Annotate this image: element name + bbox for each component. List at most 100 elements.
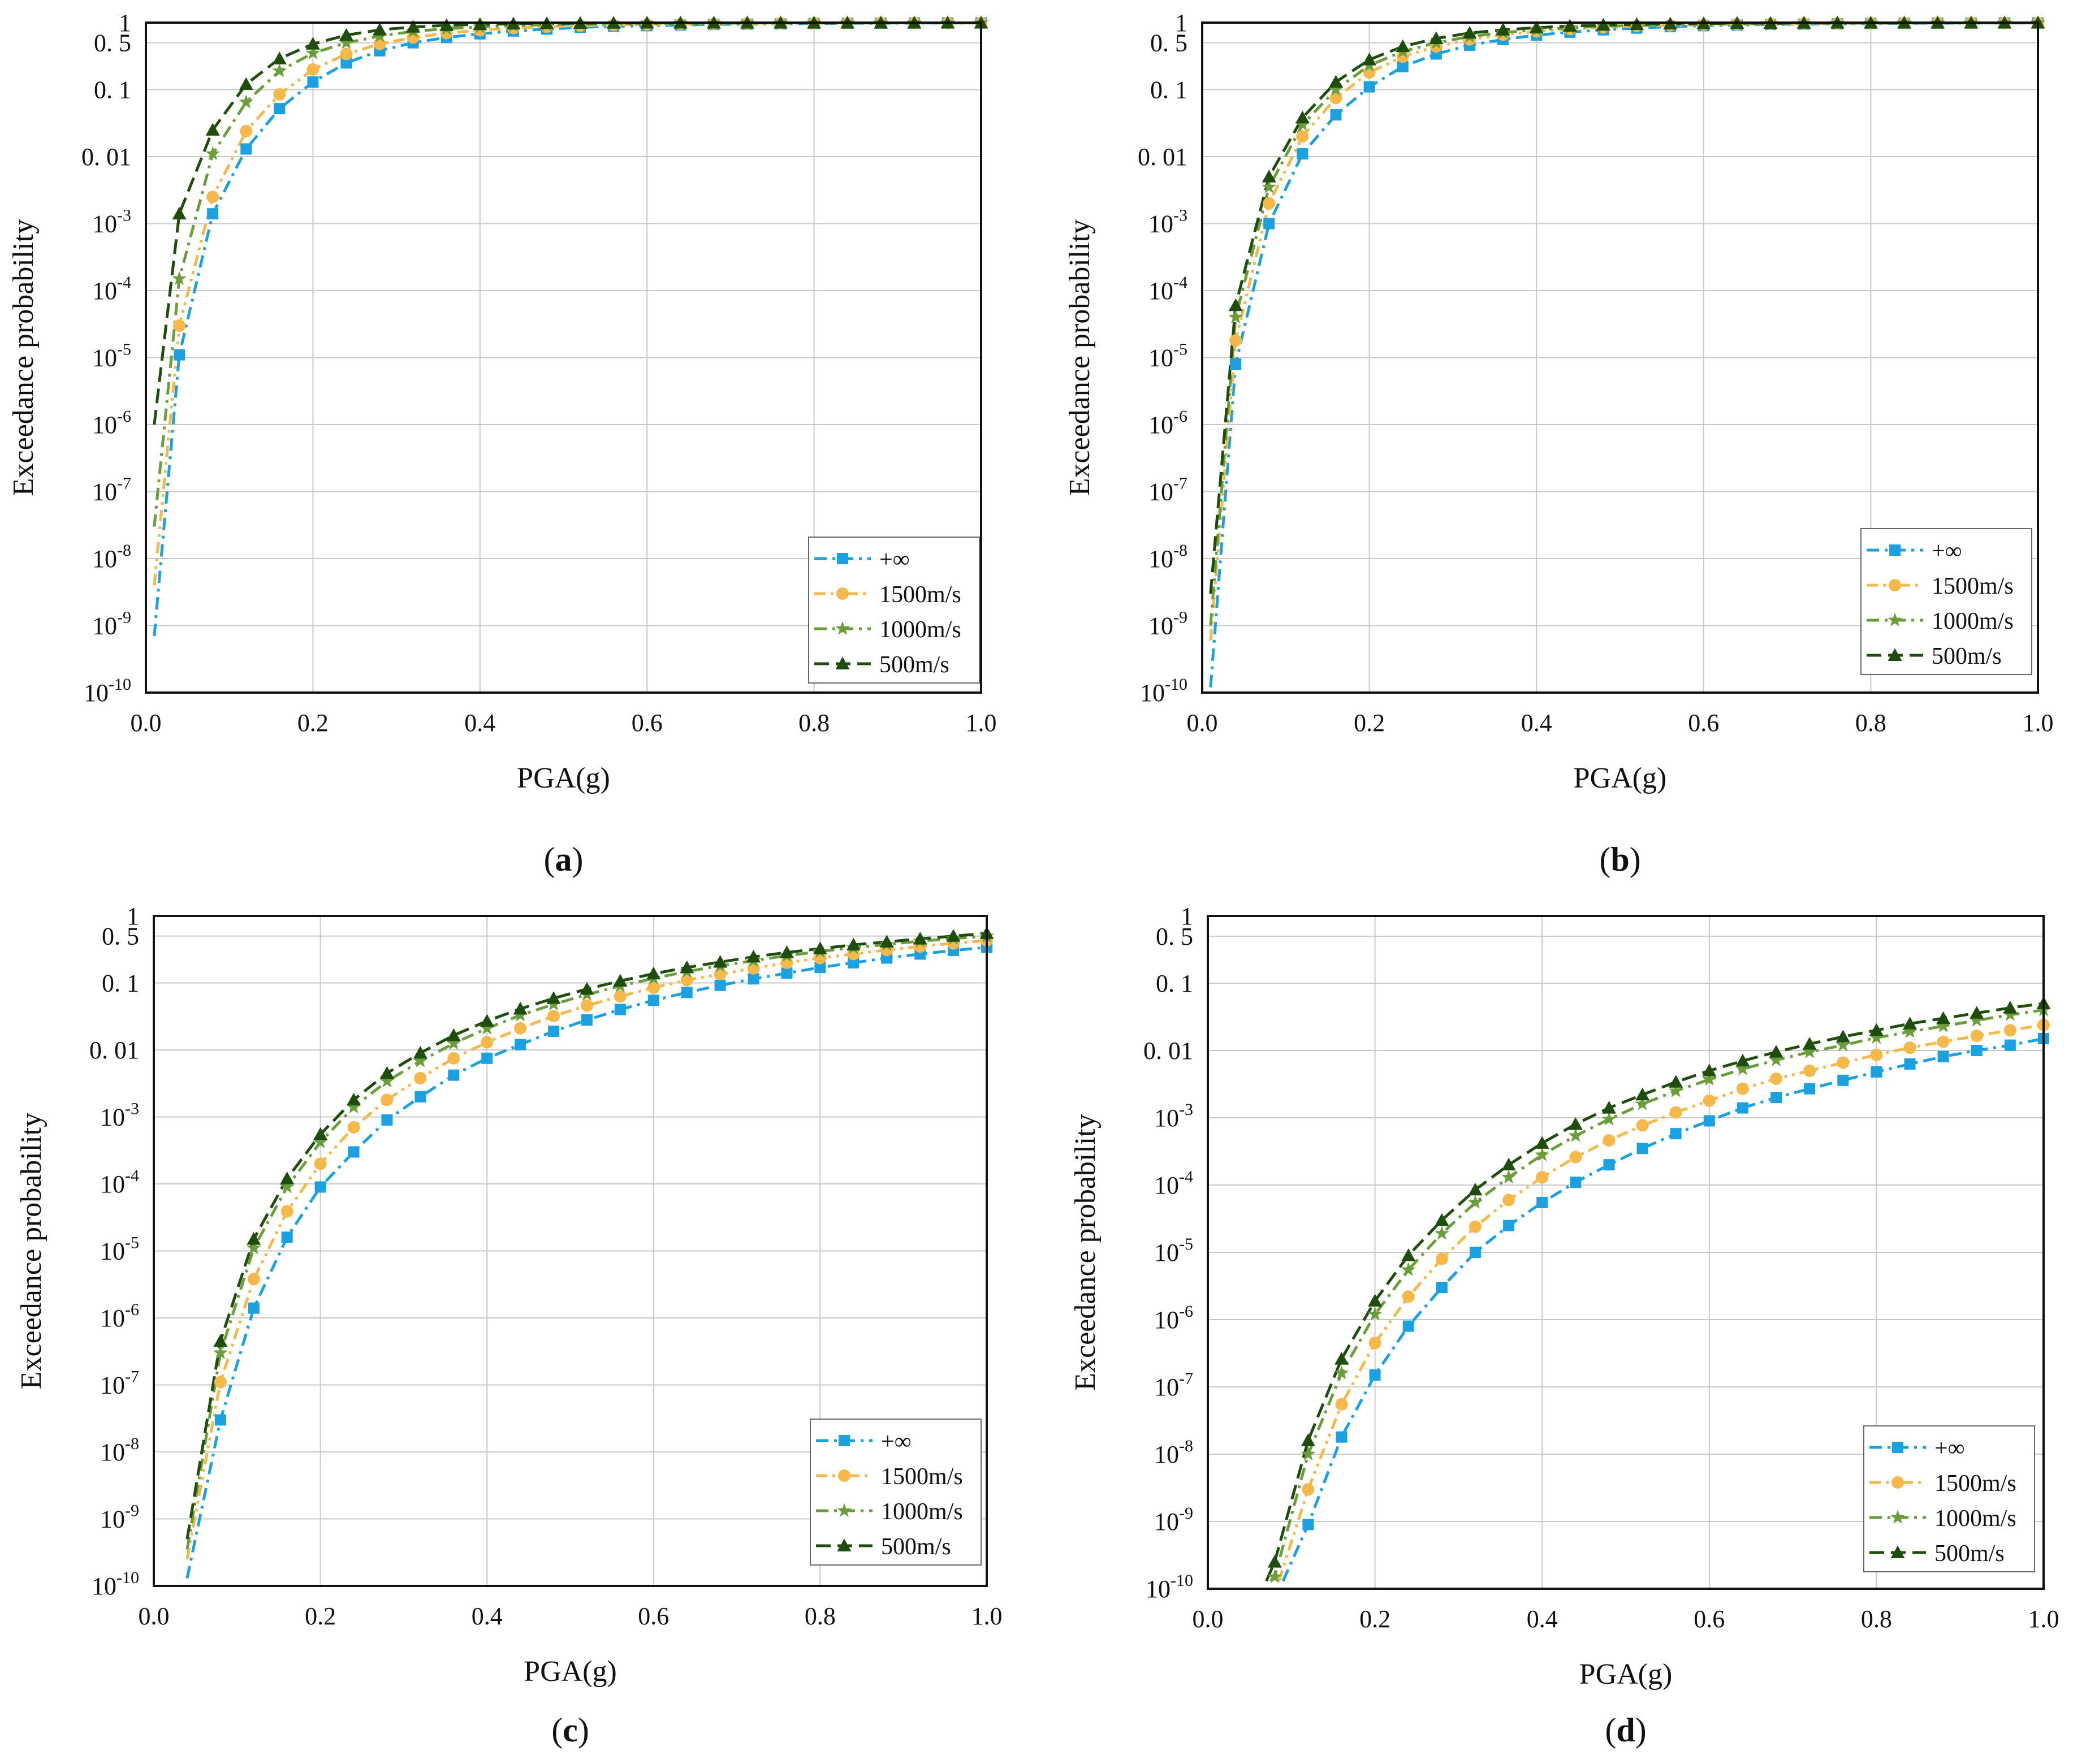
data-point-v500 bbox=[280, 1171, 295, 1184]
y-tick-label: 0. 5 bbox=[1156, 923, 1193, 950]
data-point-v1000 bbox=[2003, 1007, 2018, 1021]
chart-panel-c: 0.0 0.2 0.4 0.6 0.8 1.0 10. 5 0. 1 0. 01 10-3 10-4… bbox=[15, 902, 1003, 1749]
data-point-v1000 bbox=[1228, 309, 1243, 324]
x-tick-label: 0.4 bbox=[1527, 1605, 1558, 1633]
x-tick-label: 0.0 bbox=[1187, 709, 1218, 737]
data-point-inf bbox=[1230, 358, 1242, 370]
data-point-v1500 bbox=[273, 88, 286, 101]
x-axis-title: PGA(g) bbox=[517, 762, 610, 794]
data-point-v500 bbox=[613, 974, 628, 987]
legend: +∞ 1500m/s 1000m/s 500m/s bbox=[1860, 528, 2032, 675]
legend-marker-v1500 bbox=[1889, 579, 1901, 591]
x-tick-label: 0.6 bbox=[632, 709, 663, 737]
data-point-v1500 bbox=[514, 1022, 527, 1035]
data-point-v1500 bbox=[647, 981, 660, 994]
data-point-v1000 bbox=[1267, 1569, 1282, 1583]
data-point-v500 bbox=[1596, 18, 1610, 31]
data-point-inf bbox=[1263, 218, 1275, 230]
y-tick-label: 0. 5 bbox=[94, 29, 131, 57]
legend-entry-v500: 500m/s bbox=[1934, 1541, 2005, 1567]
data-point-v500 bbox=[305, 37, 320, 50]
data-point-v1000 bbox=[480, 1021, 494, 1035]
data-point-inf bbox=[281, 1231, 293, 1243]
y-tick-label: 10-7 bbox=[1154, 1369, 1193, 1401]
data-point-v1500 bbox=[1435, 1252, 1448, 1265]
y-tick-label: 10-3 bbox=[1154, 1100, 1193, 1132]
series-markers bbox=[1228, 15, 2045, 370]
y-tick-label: 10-9 bbox=[1148, 608, 1187, 640]
y-tick-label: 10-6 bbox=[1148, 407, 1187, 439]
data-point-v1000 bbox=[379, 1074, 395, 1088]
data-point-v1000 bbox=[1435, 1226, 1449, 1240]
data-point-inf bbox=[1603, 1159, 1615, 1171]
data-point-inf bbox=[1770, 1092, 1782, 1104]
data-point-v1500 bbox=[173, 319, 186, 332]
x-tick-label: 0.8 bbox=[805, 1602, 836, 1630]
legend-marker-v1000 bbox=[837, 1503, 852, 1517]
data-point-v500 bbox=[1501, 1157, 1516, 1171]
legend-marker-v1500 bbox=[1891, 1476, 1904, 1489]
data-point-inf bbox=[1636, 1143, 1648, 1155]
data-point-v1000 bbox=[1735, 1061, 1750, 1075]
y-axis-title: Exceedance probability bbox=[1069, 1114, 1102, 1390]
data-point-v1500 bbox=[1736, 1082, 1749, 1095]
data-point-v500 bbox=[406, 20, 421, 33]
legend-entry-inf: +∞ bbox=[881, 1429, 912, 1455]
data-point-v1500 bbox=[240, 124, 253, 137]
legend-entry-v1500: 1500m/s bbox=[1932, 573, 2014, 599]
data-point-inf bbox=[814, 962, 826, 974]
data-point-inf bbox=[548, 1025, 560, 1037]
data-point-v1000 bbox=[246, 1240, 261, 1255]
panel-label: (d) bbox=[1605, 1711, 1646, 1749]
data-point-v1000 bbox=[1468, 1195, 1483, 1209]
data-point-inf bbox=[207, 208, 219, 220]
data-point-v1500 bbox=[447, 1052, 460, 1065]
data-point-v1000 bbox=[272, 63, 287, 77]
y-tick-label: 10-7 bbox=[1148, 474, 1187, 506]
y-tick-label: 10-7 bbox=[92, 474, 131, 506]
series-line-v500 bbox=[1209, 23, 2038, 594]
x-tick-label: 0.2 bbox=[1359, 1605, 1390, 1633]
x-axis-title: PGA(g) bbox=[524, 1655, 617, 1688]
data-point-inf bbox=[748, 973, 759, 985]
data-point-inf bbox=[1871, 1066, 1882, 1078]
data-point-inf bbox=[1330, 109, 1342, 121]
data-point-v500 bbox=[1936, 1011, 1951, 1024]
data-point-v1000 bbox=[346, 1099, 361, 1114]
data-point-inf bbox=[1971, 1045, 1983, 1056]
legend-marker-v1500 bbox=[836, 587, 849, 600]
data-point-v1500 bbox=[1903, 1041, 1916, 1054]
data-point-v500 bbox=[439, 18, 454, 31]
data-point-v500 bbox=[1568, 1117, 1583, 1130]
plot-frame bbox=[145, 21, 982, 694]
data-point-v1500 bbox=[680, 974, 693, 987]
data-point-v500 bbox=[1295, 110, 1310, 124]
data-point-v1500 bbox=[1569, 1151, 1582, 1164]
data-point-v1500 bbox=[1368, 1337, 1381, 1350]
data-point-v1000 bbox=[1969, 1013, 1984, 1027]
legend-entry-inf: +∞ bbox=[1932, 538, 1962, 564]
data-point-inf bbox=[1503, 1220, 1515, 1231]
legend-marker-v500 bbox=[837, 1538, 852, 1551]
chart-panel-b: 0.0 0.2 0.4 0.6 0.8 1.0 10. 5 0. 1 0. 01 10-3 10-4… bbox=[1064, 9, 2054, 878]
data-point-v500 bbox=[1769, 1045, 1783, 1058]
y-tick-label: 0. 01 bbox=[89, 1036, 139, 1064]
legend-marker-inf bbox=[837, 553, 848, 564]
data-point-v1000 bbox=[1702, 1071, 1717, 1086]
data-point-v1500 bbox=[1636, 1119, 1649, 1132]
y-tick-label: 0. 01 bbox=[81, 143, 131, 171]
data-point-inf bbox=[448, 1069, 460, 1081]
data-point-v1500 bbox=[1970, 1030, 1983, 1043]
legend-marker-v500 bbox=[835, 656, 850, 669]
data-point-inf bbox=[681, 987, 693, 998]
data-point-v1500 bbox=[547, 1010, 560, 1023]
y-tick-label: 10-3 bbox=[1148, 206, 1187, 238]
plot-frame bbox=[1207, 915, 2045, 1590]
data-point-inf bbox=[414, 1091, 426, 1102]
data-point-v1500 bbox=[2003, 1024, 2016, 1037]
legend-entry-v1500: 1500m/s bbox=[881, 1464, 963, 1490]
data-point-inf bbox=[340, 57, 352, 69]
data-point-v500 bbox=[373, 23, 387, 36]
legend-entry-inf: +∞ bbox=[1934, 1436, 1965, 1462]
plot-frame bbox=[153, 915, 988, 1587]
